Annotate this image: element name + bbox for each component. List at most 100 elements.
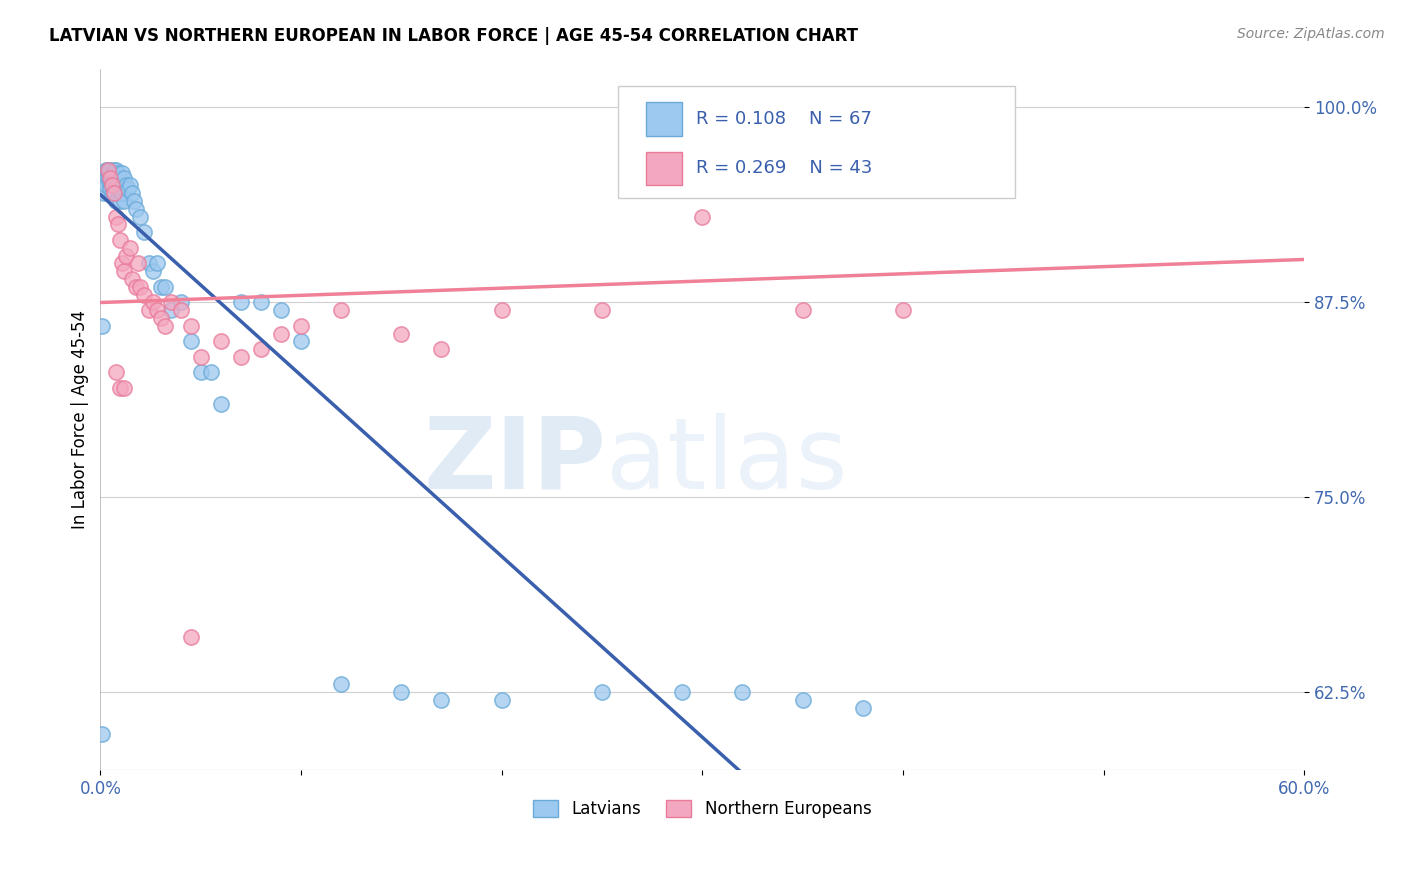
FancyBboxPatch shape [645, 152, 682, 186]
Point [105, 170, 128, 185]
Point [110, 178, 132, 193]
Point [153, 318, 176, 333]
Point [134, 287, 156, 301]
Point [153, 279, 176, 293]
Point [209, 397, 232, 411]
Point [145, 256, 167, 270]
Point [852, 700, 875, 714]
Point [96, 178, 118, 193]
Point [97, 162, 120, 177]
Point [101, 178, 124, 193]
Point [250, 295, 273, 310]
Point [138, 256, 160, 270]
Point [120, 178, 142, 193]
Point [792, 693, 814, 707]
Point [190, 366, 212, 380]
Point [491, 303, 513, 318]
Point [110, 233, 132, 247]
Point [671, 685, 693, 699]
Point [159, 295, 181, 310]
Point [101, 186, 124, 201]
Point [389, 326, 412, 341]
Point [100, 162, 122, 177]
Point [111, 166, 134, 180]
Point [200, 366, 222, 380]
Point [100, 170, 122, 185]
Point [101, 166, 124, 180]
Point [792, 303, 814, 318]
Point [110, 381, 132, 395]
Point [149, 279, 172, 293]
Point [105, 210, 128, 224]
Point [430, 693, 453, 707]
Text: ZIP: ZIP [423, 413, 606, 510]
Point [96, 162, 118, 177]
Point [180, 334, 202, 349]
Point [731, 685, 754, 699]
Text: R = 0.269    N = 43: R = 0.269 N = 43 [696, 160, 873, 178]
Point [180, 318, 202, 333]
Point [101, 178, 124, 193]
Point [250, 342, 273, 356]
Legend: Latvians, Northern Europeans: Latvians, Northern Europeans [526, 793, 877, 825]
Point [932, 102, 955, 116]
Point [229, 350, 252, 364]
Point [591, 303, 613, 318]
Point [100, 174, 122, 188]
Point [169, 295, 191, 310]
Point [112, 194, 135, 208]
Point [591, 685, 613, 699]
Point [134, 225, 156, 239]
Point [100, 166, 122, 180]
Point [107, 175, 129, 189]
Point [290, 334, 312, 349]
Point [93, 186, 115, 201]
Point [97, 162, 120, 177]
Point [121, 272, 143, 286]
Point [112, 170, 135, 185]
Point [891, 303, 914, 318]
Point [100, 181, 122, 195]
Point [97, 162, 120, 177]
Point [100, 170, 122, 185]
Text: R = 0.108    N = 67: R = 0.108 N = 67 [696, 110, 872, 128]
Text: Source: ZipAtlas.com: Source: ZipAtlas.com [1237, 27, 1385, 41]
Point [112, 264, 135, 278]
Point [491, 693, 513, 707]
Point [110, 170, 132, 185]
Point [129, 279, 152, 293]
Point [141, 295, 163, 310]
Point [138, 303, 160, 318]
Point [129, 210, 152, 224]
FancyBboxPatch shape [645, 103, 682, 136]
Point [330, 303, 353, 318]
Point [389, 685, 412, 699]
Point [103, 162, 125, 177]
Point [115, 249, 138, 263]
Y-axis label: In Labor Force | Age 45-54: In Labor Force | Age 45-54 [72, 310, 89, 529]
Point [115, 178, 138, 193]
Point [97, 166, 120, 180]
Point [111, 256, 134, 270]
Text: atlas: atlas [606, 413, 848, 510]
Point [100, 178, 122, 193]
Point [97, 170, 120, 185]
Point [270, 303, 292, 318]
Point [111, 186, 134, 201]
FancyBboxPatch shape [619, 86, 1015, 198]
Point [105, 366, 128, 380]
Point [209, 334, 232, 349]
Point [159, 303, 181, 318]
Point [103, 170, 125, 185]
Point [190, 350, 212, 364]
Point [690, 210, 713, 224]
Point [103, 186, 125, 201]
Point [120, 241, 142, 255]
Point [180, 631, 202, 645]
Point [430, 342, 453, 356]
Point [105, 194, 128, 208]
Point [107, 218, 129, 232]
Point [229, 295, 252, 310]
Point [124, 194, 146, 208]
Text: LATVIAN VS NORTHERN EUROPEAN IN LABOR FORCE | AGE 45-54 CORRELATION CHART: LATVIAN VS NORTHERN EUROPEAN IN LABOR FO… [49, 27, 858, 45]
